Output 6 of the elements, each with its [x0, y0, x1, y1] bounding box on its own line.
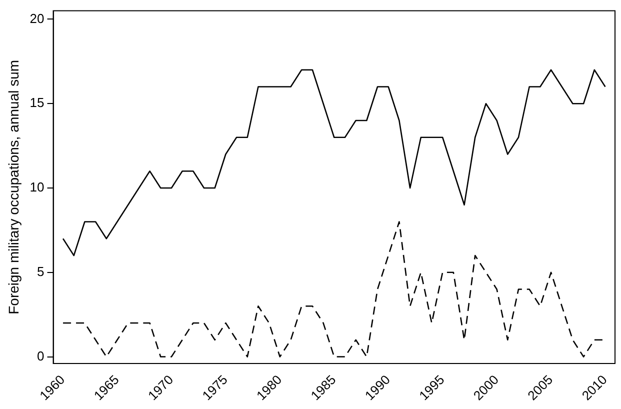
y-tick-label: 20 — [30, 10, 44, 26]
y-tick-label: 5 — [37, 264, 44, 279]
y-axis-title: Foreign military occupations, annual sum — [5, 60, 22, 314]
y-tick-label: 10 — [30, 180, 44, 195]
y-tick-label: 0 — [37, 348, 44, 364]
y-tick-label: 15 — [30, 95, 44, 110]
